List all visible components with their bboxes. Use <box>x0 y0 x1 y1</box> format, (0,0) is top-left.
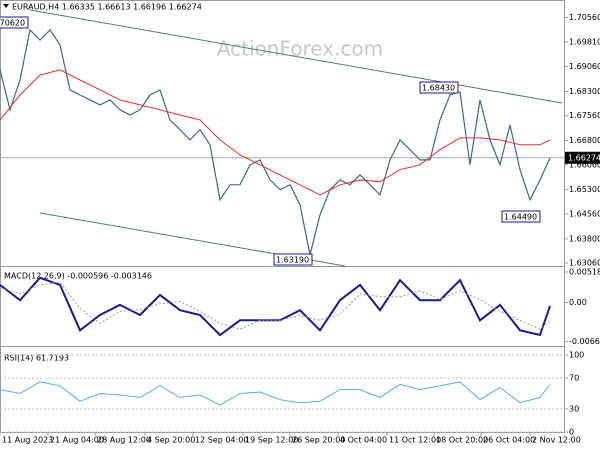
y-tick-label: -0.006635 <box>569 337 600 346</box>
x-tick-label: 19 Sep 12:00 <box>245 436 298 445</box>
y-tick-label: 1.66060 <box>569 160 600 169</box>
price-marker-box <box>0 16 29 29</box>
x-tick-label: 21 Aug 04:00 <box>50 436 104 445</box>
price-marker-box <box>501 210 541 223</box>
y-tick-label: 1.70560 <box>569 13 600 22</box>
plot-frame <box>0 0 565 433</box>
y-tick-label: 1.66800 <box>569 136 600 145</box>
y-tick-label: 1.67560 <box>569 111 600 120</box>
x-tick-label: 12 Sep 04:00 <box>195 436 248 445</box>
watermark: ActionForex.com <box>217 37 383 61</box>
y-tick-label: 1.69060 <box>569 62 600 71</box>
y-tick-label: 30 <box>569 404 579 413</box>
series-line <box>0 276 551 337</box>
chart-title: EURAUD,H4 1.66335 1.66613 1.66196 1.6627… <box>12 3 202 12</box>
price-marker: 1.63190 <box>276 256 309 265</box>
y-tick-label: 1.65300 <box>569 185 600 194</box>
x-tick-label: 2 Nov 12:00 <box>532 436 581 445</box>
price-marker: 1.64490 <box>504 213 537 222</box>
x-tick-label: 26 Oct 04:00 <box>483 436 535 445</box>
x-tick-label: 28 Aug 12:00 <box>97 436 151 445</box>
y-tick-label: 1.68300 <box>569 87 600 96</box>
price-marker: 1.70620 <box>0 19 25 28</box>
collapse-icon <box>3 4 9 8</box>
x-tick-label: 11 Aug 2023 <box>2 436 53 445</box>
series-line <box>0 28 551 255</box>
y-tick-label: 0.00 <box>569 298 587 307</box>
x-tick-label: 4 Oct 04:00 <box>340 436 387 445</box>
y-tick-label: 1.63800 <box>569 234 600 243</box>
series-line <box>0 281 551 330</box>
y-tick-label: 0.005188 <box>569 268 600 277</box>
y-tick-label: 70 <box>569 374 579 383</box>
rsi-title: RSI(14) 61.7193 <box>4 354 69 363</box>
y-tick-label: 0 <box>569 428 574 437</box>
y-tick-label: 1.63060 <box>569 259 600 268</box>
x-tick-label: 11 Oct 12:00 <box>389 436 441 445</box>
x-tick-label: 26 Sep 20:00 <box>292 436 345 445</box>
y-tick-label: 100 <box>569 351 584 360</box>
series-line <box>0 69 551 196</box>
series-line <box>0 381 551 406</box>
price-marker: 1.68430 <box>422 84 455 93</box>
x-tick-label: 4 Sep 20:00 <box>147 436 195 445</box>
channel-line <box>29 9 563 104</box>
price-marker-box <box>273 253 313 266</box>
macd-title: MACD(12,26,9) -0.000596 -0.003146 <box>4 272 152 281</box>
y-tick-label: 1.69810 <box>569 37 600 46</box>
x-tick-label: 18 Oct 20:00 <box>436 436 488 445</box>
last-price-label: 1.66274 <box>568 153 600 162</box>
y-tick-label: 1.64560 <box>569 209 600 218</box>
last-price-box <box>565 151 600 164</box>
price-marker-box <box>419 81 459 94</box>
